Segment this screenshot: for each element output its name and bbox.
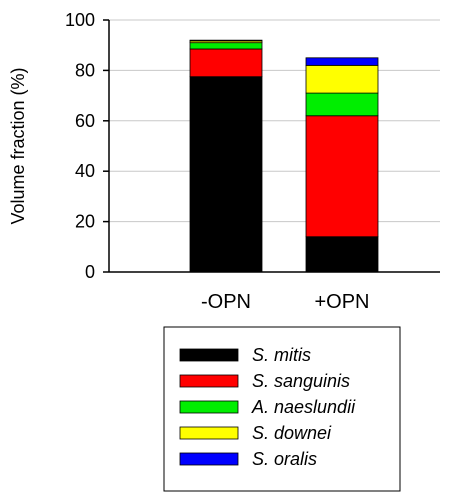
legend-label: S. oralis <box>252 449 317 469</box>
axes <box>108 20 440 273</box>
y-tick-label: 60 <box>75 111 95 131</box>
bars <box>189 39 379 273</box>
legend: S. mitis S. sanguinis A. naeslundii S. down… <box>163 326 401 492</box>
legend-label: S. mitis <box>252 345 311 365</box>
legend-swatch <box>179 426 239 440</box>
x-category-label: -OPN <box>201 291 251 313</box>
legend-label: S. downei <box>252 423 332 443</box>
legend-swatch <box>179 400 239 414</box>
bar-segment <box>189 42 263 50</box>
y-tick-label: 100 <box>65 10 95 30</box>
y-tick-label: 20 <box>75 212 95 232</box>
bar-segment <box>189 48 263 78</box>
bar-segment <box>189 39 263 42</box>
bar-segment <box>305 57 379 66</box>
legend-swatch <box>179 348 239 362</box>
legend-swatch <box>179 374 239 388</box>
y-axis-title: Volume fraction (%) <box>8 67 28 224</box>
gridlines <box>109 19 440 223</box>
x-category-labels: -OPN +OPN <box>201 291 370 313</box>
legend-swatch <box>179 452 239 466</box>
bar-segment <box>305 115 379 238</box>
y-tick-labels: 0 20 40 60 80 100 <box>65 10 109 282</box>
y-tick-label: 40 <box>75 161 95 181</box>
y-tick-label: 0 <box>85 262 95 282</box>
bar-segment <box>305 236 379 273</box>
bar-segment <box>305 64 379 94</box>
y-tick-label: 80 <box>75 60 95 80</box>
bar-segment <box>189 76 263 273</box>
legend-label: A. naeslundii <box>251 397 356 417</box>
legend-label: S. sanguinis <box>252 371 350 391</box>
bar-segment <box>305 92 379 117</box>
x-category-label: +OPN <box>314 291 369 313</box>
